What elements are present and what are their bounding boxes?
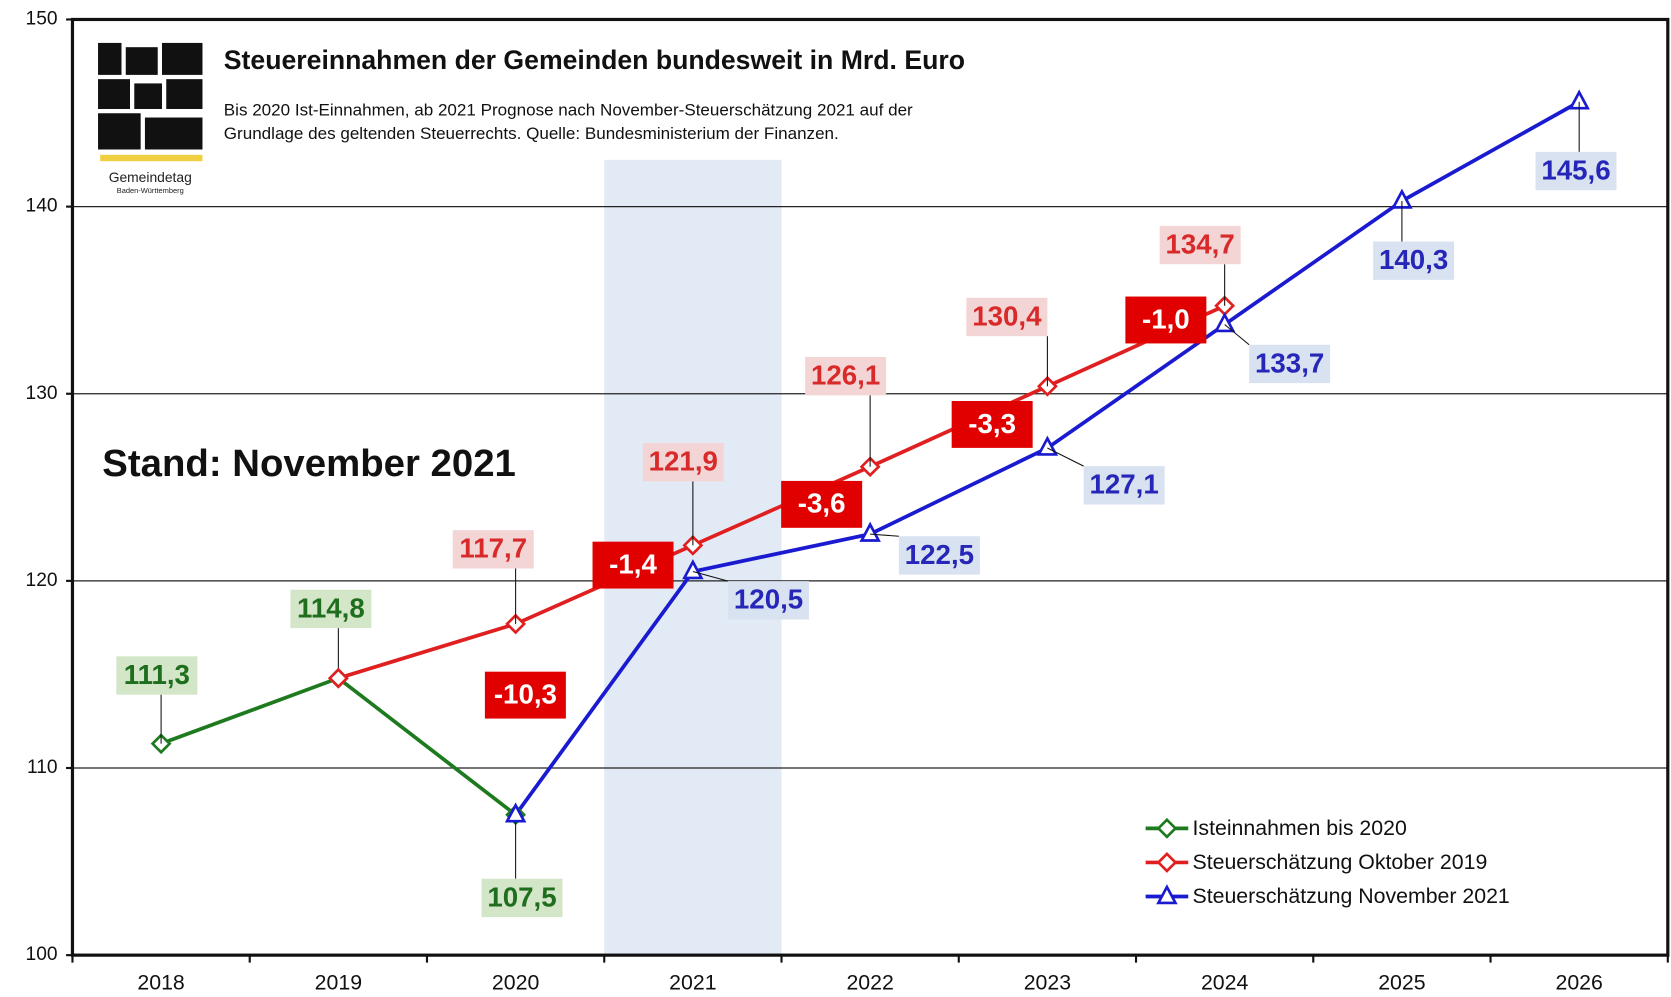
label-box (728, 581, 810, 620)
label-box (1535, 151, 1617, 191)
chart-title: Steuereinnahmen der Gemeinden bundesweit… (224, 45, 965, 75)
series-line (160, 676, 517, 817)
label-box (481, 878, 563, 918)
data-label: 122,5 (905, 539, 974, 570)
x-tick-label: 2023 (1024, 971, 1071, 995)
data-label: 120,5 (734, 584, 803, 615)
leader-line (1224, 324, 1250, 346)
legend-label: Steuerschätzung Oktober 2019 (1193, 850, 1488, 874)
label-box (642, 443, 724, 482)
x-tick-label: 2024 (1201, 971, 1249, 995)
legend-marker (1156, 852, 1178, 873)
data-label: 107,5 (487, 881, 556, 912)
data-label: 140,3 (1379, 244, 1448, 275)
legend-item: Steuerschätzung November 2021 (1145, 884, 1510, 908)
marker (1213, 312, 1236, 333)
difference-box (781, 480, 863, 528)
logo-shape (161, 42, 203, 75)
plot-frame (70, 17, 1670, 957)
y-tick-label: 140 (26, 196, 58, 217)
difference-label: -1,0 (1142, 303, 1190, 334)
marker (327, 667, 349, 689)
legend-label: Steuerschätzung November 2021 (1193, 884, 1510, 908)
logo-shape (98, 79, 131, 109)
difference-box (484, 671, 566, 719)
x-tick-label: 2025 (1378, 971, 1425, 995)
data-label: 130,4 (972, 300, 1042, 331)
logo: Gemeindetag Baden-Württemberg (98, 42, 203, 195)
label-box (452, 530, 534, 569)
logo-shape (125, 47, 158, 75)
legend-item: Steuerschätzung Oktober 2019 (1145, 850, 1488, 874)
logo-shape (134, 83, 162, 109)
difference-label: -3,6 (798, 488, 846, 519)
logo-shape (144, 117, 203, 150)
x-tick-label: 2022 (846, 971, 893, 995)
annotation: Stand: November 2021 (102, 442, 516, 485)
legend-marker (1156, 817, 1178, 839)
marker (859, 521, 881, 542)
label-box (898, 536, 980, 575)
data-label: 134,7 (1165, 228, 1234, 259)
difference-box (1125, 296, 1207, 344)
legend-marker (1156, 884, 1178, 905)
difference-label: -10,3 (494, 678, 557, 709)
difference-box (951, 400, 1033, 448)
y-tick-label: 110 (27, 757, 58, 778)
data-label: 114,8 (297, 592, 365, 623)
chart-subtitle: Bis 2020 Ist-Einnahmen, ab 2021 Prognose… (224, 101, 913, 120)
chart-subtitle: Grundlage des geltenden Steuerrechts. Qu… (224, 124, 839, 143)
label-box (805, 356, 887, 396)
y-tick-label: 130 (26, 383, 58, 404)
logo-text: Gemeindetag (109, 169, 192, 185)
label-box (1373, 241, 1455, 280)
difference-label: -1,4 (609, 548, 657, 579)
data-label: 121,9 (649, 446, 718, 477)
marker (1036, 435, 1059, 456)
leader-line (870, 533, 899, 537)
label-box (290, 589, 372, 629)
label-box (1249, 344, 1331, 384)
legend-label: Isteinnahmen bis 2020 (1193, 816, 1407, 840)
data-label: 111,3 (124, 659, 190, 690)
data-label: 133,7 (1255, 347, 1324, 378)
legend-item: Isteinnahmen bis 2020 (1145, 816, 1407, 840)
logo-bar (100, 154, 203, 162)
data-label: 145,6 (1541, 154, 1610, 185)
data-label: 126,1 (811, 360, 880, 391)
y-tick-label: 120 (26, 570, 58, 591)
x-tick-label: 2019 (315, 971, 362, 995)
data-label: 127,1 (1089, 469, 1158, 500)
leader-line (692, 571, 729, 582)
leader-line (1047, 447, 1084, 467)
difference-label: -3,3 (968, 408, 1016, 439)
y-tick-label: 100 (26, 944, 58, 965)
label-box (966, 297, 1048, 337)
logo-shape (98, 42, 122, 75)
x-tick-label: 2018 (137, 971, 184, 995)
data-label: 117,7 (459, 533, 527, 564)
difference-box (592, 541, 674, 589)
logo-shape (166, 79, 203, 109)
logo-subtext: Baden-Württemberg (117, 186, 184, 195)
marker (682, 559, 704, 580)
x-tick-label: 2021 (669, 971, 716, 995)
label-box (1159, 225, 1241, 265)
y-tick-label: 150 (26, 9, 58, 30)
label-box (116, 656, 198, 695)
logo-shape (98, 113, 141, 150)
x-tick-label: 2020 (492, 971, 540, 995)
label-box (1083, 466, 1165, 505)
marker (504, 802, 527, 823)
x-tick-label: 2026 (1555, 971, 1602, 995)
